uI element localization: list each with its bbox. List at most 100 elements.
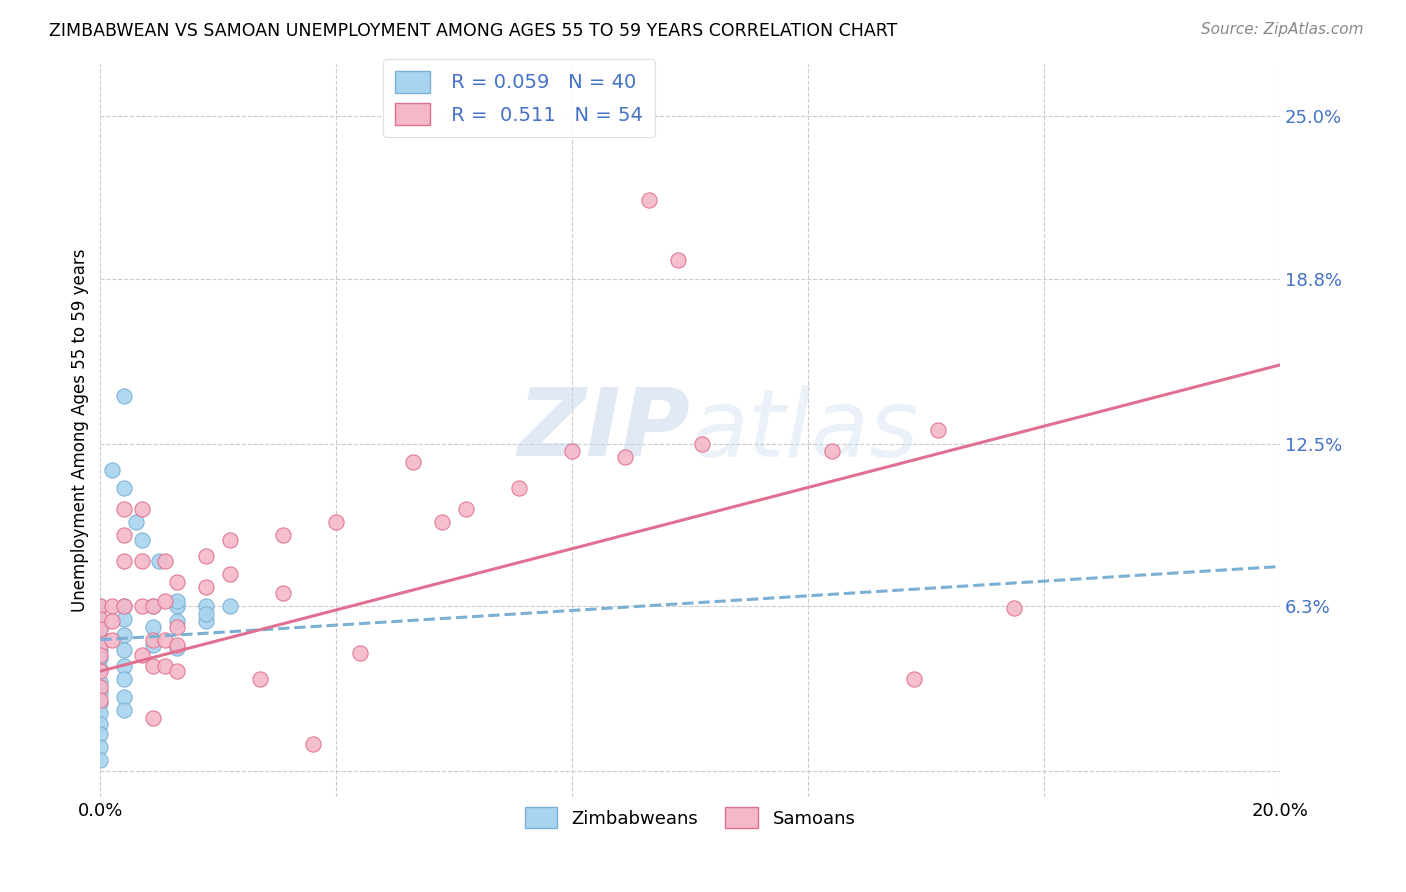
Point xyxy=(155,593,177,607)
Point xyxy=(89,696,111,710)
Point xyxy=(89,727,111,741)
Point xyxy=(112,672,135,686)
Point xyxy=(903,672,925,686)
Point xyxy=(89,674,111,689)
Point xyxy=(142,620,165,634)
Point xyxy=(325,515,347,529)
Point xyxy=(89,612,111,626)
Point xyxy=(112,659,135,673)
Point xyxy=(89,651,111,665)
Point xyxy=(89,693,111,707)
Point xyxy=(101,632,124,647)
Point xyxy=(112,690,135,705)
Point xyxy=(195,599,218,613)
Point xyxy=(89,622,111,636)
Text: ZIMBABWEAN VS SAMOAN UNEMPLOYMENT AMONG AGES 55 TO 59 YEARS CORRELATION CHART: ZIMBABWEAN VS SAMOAN UNEMPLOYMENT AMONG … xyxy=(49,22,897,40)
Point xyxy=(112,389,135,403)
Point xyxy=(301,738,323,752)
Point xyxy=(155,659,177,673)
Point xyxy=(219,567,242,582)
Point xyxy=(195,615,218,629)
Point xyxy=(155,632,177,647)
Point xyxy=(125,515,148,529)
Point xyxy=(112,481,135,495)
Point xyxy=(89,612,111,626)
Point xyxy=(112,643,135,657)
Point xyxy=(561,444,583,458)
Point xyxy=(89,622,111,636)
Point xyxy=(112,502,135,516)
Point xyxy=(219,533,242,548)
Point xyxy=(89,740,111,755)
Point xyxy=(112,599,135,613)
Point xyxy=(249,672,271,686)
Point xyxy=(89,638,111,652)
Point xyxy=(142,659,165,673)
Point xyxy=(166,664,188,678)
Point xyxy=(166,640,188,655)
Point xyxy=(89,599,111,613)
Point xyxy=(666,253,689,268)
Point xyxy=(166,599,188,613)
Point xyxy=(637,193,659,207)
Legend: Zimbabweans, Samoans: Zimbabweans, Samoans xyxy=(517,800,862,836)
Point xyxy=(112,528,135,542)
Point xyxy=(89,685,111,699)
Point xyxy=(195,607,218,621)
Point xyxy=(166,620,188,634)
Point xyxy=(101,599,124,613)
Point xyxy=(89,664,111,678)
Point xyxy=(131,554,153,568)
Point xyxy=(690,436,713,450)
Point xyxy=(927,424,949,438)
Text: Source: ZipAtlas.com: Source: ZipAtlas.com xyxy=(1201,22,1364,37)
Point xyxy=(142,599,165,613)
Point xyxy=(89,662,111,676)
Point xyxy=(166,615,188,629)
Point xyxy=(432,515,454,529)
Point xyxy=(166,575,188,590)
Point xyxy=(1002,601,1025,615)
Point xyxy=(89,716,111,731)
Point xyxy=(142,632,165,647)
Point xyxy=(112,599,135,613)
Point xyxy=(219,599,242,613)
Point xyxy=(101,615,124,629)
Point xyxy=(89,680,111,694)
Point xyxy=(101,463,124,477)
Point xyxy=(614,450,637,464)
Point xyxy=(89,632,111,647)
Point xyxy=(131,533,153,548)
Point xyxy=(508,481,530,495)
Point xyxy=(166,593,188,607)
Point xyxy=(112,554,135,568)
Y-axis label: Unemployment Among Ages 55 to 59 years: Unemployment Among Ages 55 to 59 years xyxy=(72,249,89,612)
Point xyxy=(89,643,111,657)
Point xyxy=(131,502,153,516)
Point xyxy=(142,599,165,613)
Point xyxy=(454,502,477,516)
Point xyxy=(166,638,188,652)
Point xyxy=(195,581,218,595)
Point xyxy=(195,549,218,563)
Point xyxy=(112,627,135,641)
Point xyxy=(142,638,165,652)
Point xyxy=(112,612,135,626)
Point xyxy=(89,706,111,720)
Text: ZIP: ZIP xyxy=(517,384,690,476)
Point xyxy=(349,646,371,660)
Point xyxy=(820,444,842,458)
Point xyxy=(271,585,294,599)
Point xyxy=(148,554,170,568)
Point xyxy=(112,703,135,717)
Point xyxy=(89,599,111,613)
Point xyxy=(402,455,425,469)
Point xyxy=(131,648,153,663)
Point xyxy=(155,554,177,568)
Text: atlas: atlas xyxy=(690,385,918,476)
Point xyxy=(142,711,165,725)
Point xyxy=(131,599,153,613)
Point xyxy=(89,753,111,767)
Point xyxy=(89,648,111,663)
Point xyxy=(271,528,294,542)
